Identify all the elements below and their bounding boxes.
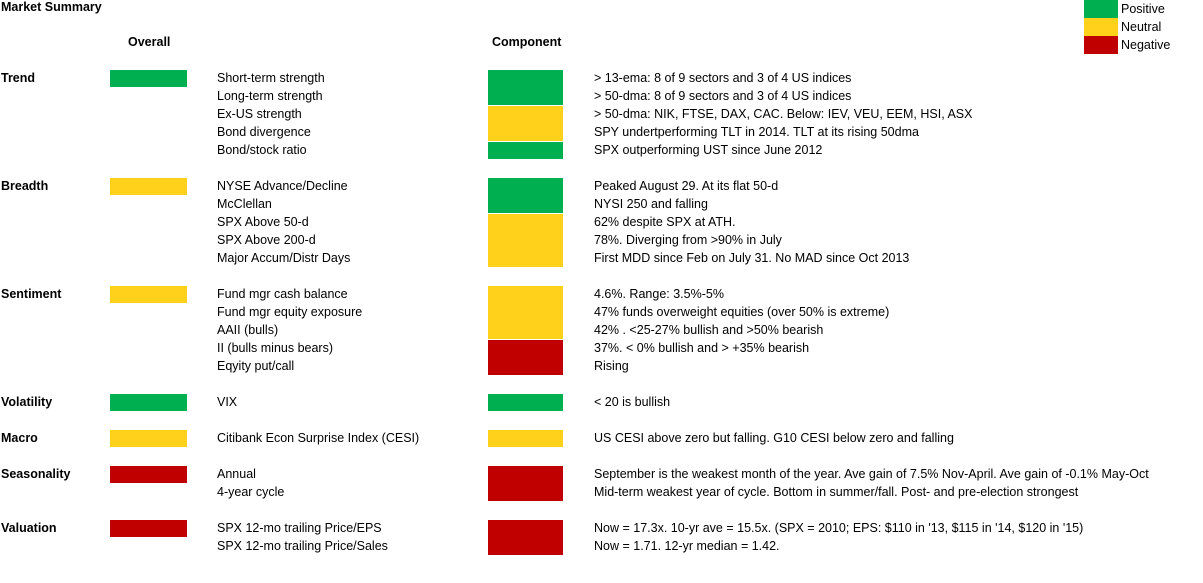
component-status-block <box>488 214 563 267</box>
indicator-name: Bond divergence <box>217 125 311 139</box>
indicator-name: 4-year cycle <box>217 485 285 499</box>
indicator-name: Ex-US strength <box>217 107 302 121</box>
legend-neutral-swatch <box>1084 18 1118 36</box>
component-status-block <box>488 178 563 213</box>
indicator-note: > 50-dma: 8 of 9 sectors and 3 of 4 US i… <box>594 89 852 103</box>
indicator-note: Now = 17.3x. 10-yr ave = 15.5x. (SPX = 2… <box>594 521 1084 535</box>
indicator-note: 37%. < 0% bullish and > +35% bearish <box>594 341 810 355</box>
indicator-name: Eqyity put/call <box>217 359 295 373</box>
indicator-name: Citibank Econ Surprise Index (CESI) <box>217 431 420 445</box>
indicator-name: SPX Above 200-d <box>217 233 316 247</box>
indicator-note: < 20 is bullish <box>594 395 671 409</box>
indicator-note: > 50-dma: NIK, FTSE, DAX, CAC. Below: IE… <box>594 107 973 121</box>
indicator-name: Fund mgr equity exposure <box>217 305 363 319</box>
legend-negative-label: Negative <box>1121 38 1171 52</box>
overall-status-valuation <box>110 520 187 537</box>
component-status-block <box>488 70 563 105</box>
indicator-note: Rising <box>594 359 629 373</box>
indicator-note: 4.6%. Range: 3.5%-5% <box>594 287 724 301</box>
legend-positive-label: Positive <box>1121 2 1165 16</box>
indicator-note: 78%. Diverging from >90% in July <box>594 233 782 247</box>
category-label-macro: Macro <box>1 431 38 445</box>
component-status-block <box>488 466 563 501</box>
indicator-name: NYSE Advance/Decline <box>217 179 348 193</box>
component-status-block <box>488 520 563 555</box>
indicator-note: Now = 1.71. 12-yr median = 1.42. <box>594 539 780 553</box>
overall-status-volatility <box>110 394 187 411</box>
indicator-note: Mid-term weakest year of cycle. Bottom i… <box>594 485 1079 499</box>
category-label-breadth: Breadth <box>1 179 49 193</box>
overall-status-seasonality <box>110 466 187 483</box>
indicator-name: Short-term strength <box>217 71 325 85</box>
overall-status-sentiment <box>110 286 187 303</box>
indicator-note: First MDD since Feb on July 31. No MAD s… <box>594 251 910 265</box>
category-label-seasonality: Seasonality <box>1 467 71 481</box>
indicator-note: 47% funds overweight equities (over 50% … <box>594 305 890 319</box>
category-label-trend: Trend <box>1 71 36 85</box>
component-status-block <box>488 106 563 141</box>
indicator-name: AAII (bulls) <box>217 323 279 337</box>
page-title: Market Summary <box>1 0 102 14</box>
category-label-valuation: Valuation <box>1 521 57 535</box>
indicator-name: VIX <box>217 395 238 409</box>
category-label-volatility: Volatility <box>1 395 53 409</box>
indicator-note: 42% . <25-27% bullish and >50% bearish <box>594 323 824 337</box>
overall-status-macro <box>110 430 187 447</box>
overall-status-trend <box>110 70 187 87</box>
legend-negative-swatch <box>1084 36 1118 54</box>
indicator-name: Annual <box>217 467 256 481</box>
component-status-block <box>488 430 563 447</box>
indicator-name: SPX 12-mo trailing Price/EPS <box>217 521 382 535</box>
indicator-name: McClellan <box>217 197 272 211</box>
indicator-note: Peaked August 29. At its flat 50-d <box>594 179 779 193</box>
indicator-note: > 13-ema: 8 of 9 sectors and 3 of 4 US i… <box>594 71 852 85</box>
component-status-block <box>488 340 563 375</box>
legend-positive-swatch <box>1084 0 1118 18</box>
indicator-name: Bond/stock ratio <box>217 143 307 157</box>
component-status-block <box>488 142 563 159</box>
component-status-block <box>488 286 563 339</box>
indicator-name: Long-term strength <box>217 89 323 103</box>
indicator-name: Fund mgr cash balance <box>217 287 348 301</box>
indicator-name: SPX Above 50-d <box>217 215 309 229</box>
indicator-name: SPX 12-mo trailing Price/Sales <box>217 539 388 553</box>
component-status-block <box>488 394 563 411</box>
overall-column-header: Overall <box>128 35 171 49</box>
indicator-note: September is the weakest month of the ye… <box>594 467 1149 481</box>
indicator-name: Major Accum/Distr Days <box>217 251 351 265</box>
indicator-note: SPY undertperforming TLT in 2014. TLT at… <box>594 125 919 139</box>
indicator-note: NYSI 250 and falling <box>594 197 708 211</box>
overall-status-breadth <box>110 178 187 195</box>
indicator-note: SPX outperforming UST since June 2012 <box>594 143 823 157</box>
indicator-note: US CESI above zero but falling. G10 CESI… <box>594 431 954 445</box>
indicator-name: II (bulls minus bears) <box>217 341 334 355</box>
component-column-header: Component <box>492 35 562 49</box>
indicator-note: 62% despite SPX at ATH. <box>594 215 736 229</box>
category-label-sentiment: Sentiment <box>1 287 62 301</box>
legend-neutral-label: Neutral <box>1121 20 1162 34</box>
